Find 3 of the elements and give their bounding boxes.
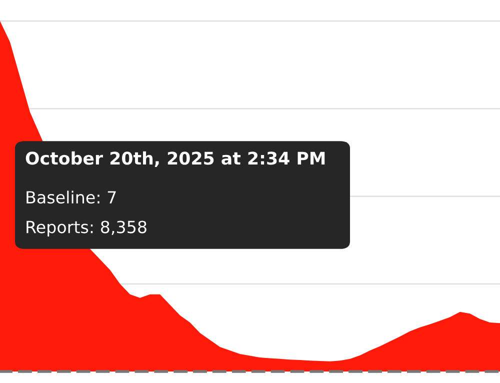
annotation: Reports: 8,358 — [26, 220, 146, 237]
annotation: October 20th, 2025 at 2:34 PM — [26, 151, 325, 168]
annotation: Baseline: 7 — [26, 190, 116, 204]
